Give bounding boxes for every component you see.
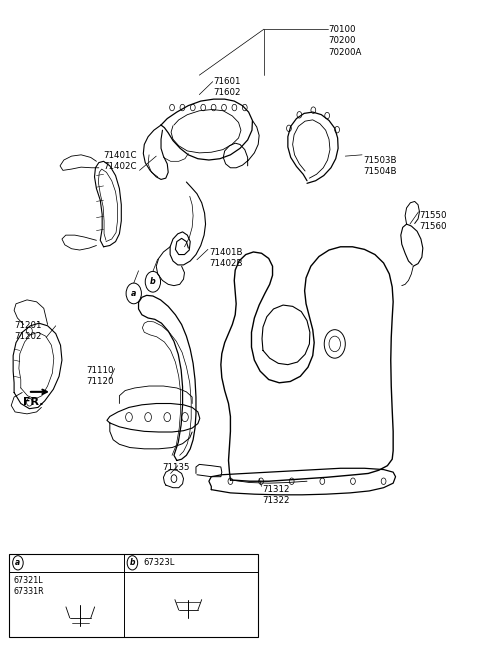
Text: 71601
71602: 71601 71602 [214, 77, 241, 97]
Text: FR.: FR. [23, 397, 44, 407]
Text: 71401C
71402C: 71401C 71402C [104, 151, 137, 171]
Text: b: b [130, 558, 135, 567]
Text: 71312
71322: 71312 71322 [262, 485, 289, 505]
Text: 71110
71120: 71110 71120 [86, 366, 113, 386]
Text: 71550
71560: 71550 71560 [420, 210, 447, 230]
Text: 67321L
67331R: 67321L 67331R [13, 576, 44, 596]
Text: a: a [131, 289, 136, 298]
Text: 71401B
71402B: 71401B 71402B [209, 248, 242, 268]
Text: 67323L: 67323L [143, 558, 174, 567]
Text: a: a [15, 558, 21, 567]
Text: 70100
70200
70200A: 70100 70200 70200A [328, 25, 362, 56]
Text: 71135: 71135 [162, 463, 190, 472]
Text: 71201
71202: 71201 71202 [14, 321, 42, 341]
Text: b: b [150, 277, 156, 286]
Text: 71503B
71504B: 71503B 71504B [363, 156, 397, 177]
